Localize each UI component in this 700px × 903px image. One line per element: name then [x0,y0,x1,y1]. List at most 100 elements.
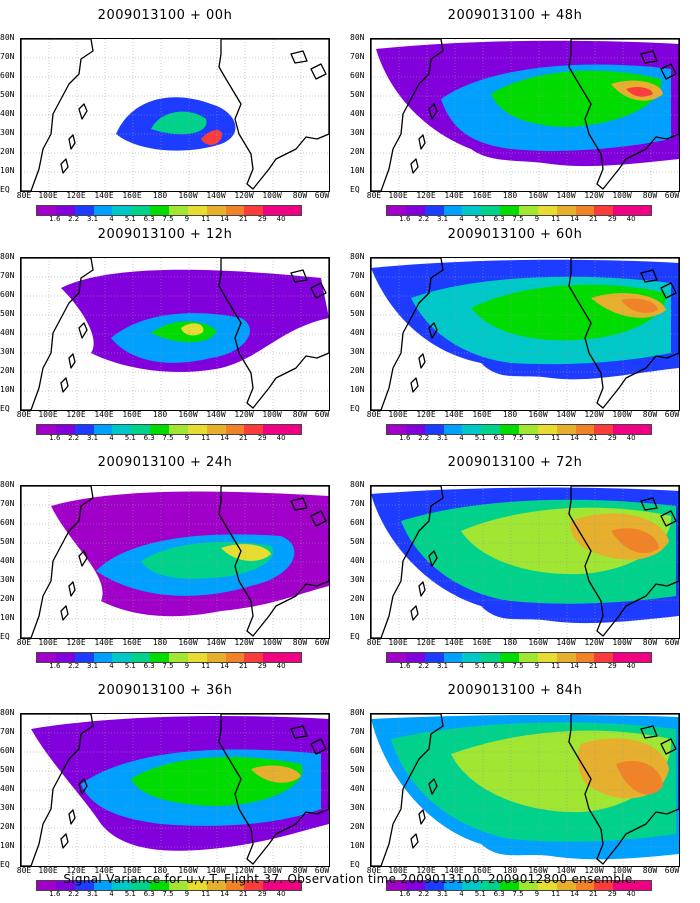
colorbar-level-label: 7.5 [162,215,174,223]
colorbar-swatch [405,653,425,662]
latitude-label: 50N [350,90,365,99]
longitude-label: 140E [444,866,464,875]
colorbar-swatch [443,653,463,662]
longitude-label: 160W [528,866,548,875]
longitude-label: 160E [472,410,492,419]
colorbar-level-label: 29 [257,662,267,670]
coastline [371,486,444,638]
coastline [21,258,94,410]
variance-map [21,714,329,866]
longitude-axis: 80E 100E 120E 140E 160E 180 160W 140W 120W 100W 80… [367,410,680,420]
colorbar-swatch [519,206,538,215]
colorbar-swatch [150,881,170,890]
longitude-label: 80W [292,866,308,875]
latitude-label: 50N [0,537,15,546]
colorbar-swatch [206,425,226,434]
latitude-label: 30N [350,347,365,356]
colorbar-level-label: 21 [238,215,248,223]
colorbar-level-label: 3.1 [86,662,99,670]
longitude-label: 140W [556,191,576,200]
colorbar-swatch [74,425,94,434]
colorbar [386,424,652,435]
colorbar-swatch [443,881,463,890]
longitude-axis: 80E 100E 120E 140E 160E 180 160W 140W 120W 100W 80… [17,191,329,201]
longitude-label: 120E [416,638,436,647]
latitude-label: 50N [350,537,365,546]
island-outline [418,809,426,825]
colorbar-swatch [500,653,520,662]
longitude-label: 80E [16,866,32,875]
colorbar [386,880,652,891]
longitude-label: 120W [584,191,604,200]
longitude-label: 100E [38,410,58,419]
colorbar-swatch [537,653,557,662]
latitude-label: 50N [0,309,15,318]
map-plot-area [370,257,680,411]
island-outline [428,103,438,120]
island-outline [78,103,88,120]
latitude-label: 80N [350,252,365,261]
colorbar-swatch [594,425,614,434]
map-panel: 2009013100 + 36h 80N 70N 60N 50N 40N 30N 20N 10N… [0,683,330,903]
colorbar-swatch [169,425,188,434]
latitude-label: 60N [0,290,15,299]
island-outline [410,605,419,621]
colorbar-level-label: 29 [257,434,267,442]
colorbar-swatch [74,653,94,662]
coastline [568,714,679,865]
colorbar-level-label: 40 [626,890,636,898]
colorbar-swatch [131,653,151,662]
colorbar-level-label: 2.2 [68,215,80,223]
coastline [371,258,444,410]
longitude-label: 100W [262,866,282,875]
longitude-label: 100W [612,638,632,647]
colorbar-level-label: 9 [184,662,190,670]
latitude-label: 30N [0,575,15,584]
colorbar-swatch [462,881,482,890]
longitude-label: 160W [178,191,198,200]
island-outline [68,353,76,369]
latitude-label: 20N [0,366,15,375]
colorbar-swatch [575,653,595,662]
longitude-label: 60W [664,866,680,875]
latitude-label: 80N [350,708,365,717]
colorbar-swatch [55,881,75,890]
longitude-label: 120E [416,410,436,419]
longitude-label: 100W [262,410,282,419]
longitude-label: 100W [612,410,632,419]
colorbar-level-label: 11 [201,434,211,442]
longitude-label: 100E [38,866,58,875]
colorbar-level-label: 3.1 [436,434,449,442]
colorbar-swatch [575,881,595,890]
latitude-label: 60N [350,518,365,527]
colorbar-swatch [575,206,595,215]
coastline [21,39,94,191]
map-plot-area [20,257,330,411]
longitude-label: 60W [664,638,680,647]
longitude-label: 180 [152,191,168,200]
coastline [218,258,329,409]
colorbar-swatch [131,206,151,215]
latitude-label: 60N [350,71,365,80]
island-outline [410,377,419,393]
colorbar-swatch [424,653,444,662]
latitude-label: EQ [0,632,10,641]
colorbar-level-label: 40 [276,215,286,223]
colorbar-level-label: 9 [534,890,540,898]
longitude-label: 180 [502,410,518,419]
island-outline [290,50,308,64]
longitude-label: 60W [664,410,680,419]
latitude-label: 50N [350,765,365,774]
colorbar-labels: 1.6 2.2 3.1 4 5.1 6.3 7.5 9 11 14 21 29 40 [386,215,650,224]
colorbar-swatch [632,206,652,215]
colorbar-labels: 1.6 2.2 3.1 4 5.1 6.3 7.5 9 11 14 21 29 40 [386,662,650,671]
island-outline [410,833,419,849]
coastline [218,714,329,865]
longitude-label: 140E [94,410,114,419]
colorbar-swatch [225,881,245,890]
longitude-label: 120W [584,638,604,647]
longitude-label: 120W [234,191,254,200]
colorbar-level-label: 29 [607,434,617,442]
map-panel: 2009013100 + 00h 80N 70N 60N 50N 40N 30N 20N 10N… [0,8,330,228]
longitude-label: 100E [38,191,58,200]
